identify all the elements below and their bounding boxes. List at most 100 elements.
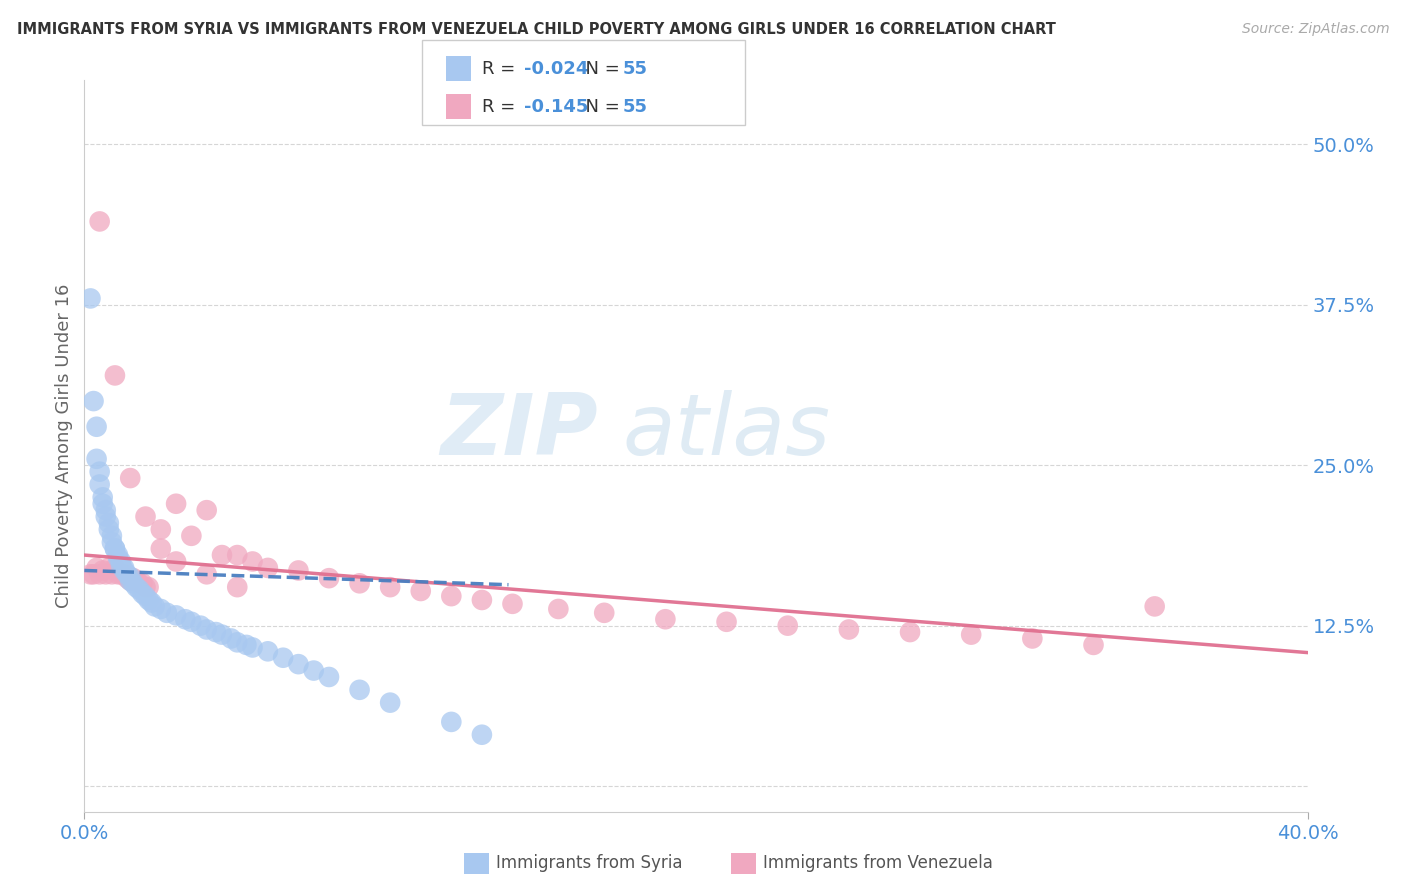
Point bbox=[86, 561, 108, 575]
Point bbox=[1143, 599, 1166, 614]
Point bbox=[211, 548, 233, 562]
Text: 55: 55 bbox=[623, 98, 648, 116]
Point bbox=[302, 664, 325, 678]
Point bbox=[271, 650, 294, 665]
Point bbox=[94, 509, 117, 524]
Point bbox=[471, 593, 494, 607]
Point bbox=[91, 564, 114, 578]
Point bbox=[79, 292, 101, 306]
Point bbox=[104, 368, 127, 383]
Point bbox=[257, 561, 280, 575]
Point bbox=[91, 491, 114, 505]
Point bbox=[138, 580, 160, 594]
Point bbox=[165, 554, 187, 568]
Point bbox=[257, 644, 280, 658]
Point bbox=[94, 503, 117, 517]
Point bbox=[547, 602, 569, 616]
Point bbox=[135, 589, 157, 603]
Point bbox=[180, 615, 202, 629]
Point bbox=[380, 580, 402, 594]
Point bbox=[110, 554, 132, 568]
Point bbox=[91, 497, 114, 511]
Point bbox=[219, 632, 242, 646]
Point bbox=[180, 529, 202, 543]
Point bbox=[195, 567, 218, 582]
Point bbox=[135, 580, 157, 594]
Point bbox=[89, 477, 111, 491]
Point bbox=[110, 567, 132, 582]
Text: Immigrants from Syria: Immigrants from Syria bbox=[496, 855, 683, 872]
Point bbox=[104, 561, 127, 575]
Point bbox=[149, 602, 172, 616]
Point bbox=[107, 550, 129, 565]
Point bbox=[101, 535, 124, 549]
Point bbox=[83, 567, 105, 582]
Point bbox=[440, 589, 463, 603]
Point bbox=[89, 465, 111, 479]
Point bbox=[165, 608, 187, 623]
Point bbox=[79, 567, 101, 582]
Point bbox=[318, 571, 340, 585]
Point bbox=[898, 625, 921, 640]
Text: -0.024: -0.024 bbox=[524, 60, 589, 78]
Text: Immigrants from Venezuela: Immigrants from Venezuela bbox=[763, 855, 993, 872]
Point bbox=[1021, 632, 1043, 646]
Point bbox=[97, 561, 120, 575]
Point bbox=[776, 618, 799, 632]
Point bbox=[128, 576, 150, 591]
Point bbox=[125, 574, 148, 588]
Point bbox=[716, 615, 738, 629]
Point bbox=[94, 567, 117, 582]
Point bbox=[226, 580, 249, 594]
Point bbox=[195, 503, 218, 517]
Point bbox=[101, 567, 124, 582]
Point bbox=[122, 571, 145, 585]
Point bbox=[156, 606, 179, 620]
Point bbox=[654, 612, 676, 626]
Text: R =: R = bbox=[482, 60, 522, 78]
Point bbox=[205, 625, 228, 640]
Point bbox=[349, 576, 371, 591]
Point bbox=[211, 627, 233, 641]
Point bbox=[107, 567, 129, 582]
Point bbox=[112, 561, 135, 575]
Point bbox=[120, 574, 142, 588]
Point bbox=[122, 576, 145, 591]
Point bbox=[318, 670, 340, 684]
Point bbox=[226, 548, 249, 562]
Point bbox=[86, 451, 108, 466]
Text: R =: R = bbox=[482, 98, 522, 116]
Point bbox=[380, 696, 402, 710]
Point bbox=[143, 599, 166, 614]
Point bbox=[86, 419, 108, 434]
Point bbox=[190, 618, 212, 632]
Point bbox=[287, 657, 309, 672]
Point bbox=[120, 471, 142, 485]
Point bbox=[83, 394, 105, 409]
Point bbox=[120, 570, 142, 584]
Point bbox=[104, 541, 127, 556]
Point bbox=[135, 509, 157, 524]
Point bbox=[149, 523, 172, 537]
Point bbox=[440, 714, 463, 729]
Text: IMMIGRANTS FROM SYRIA VS IMMIGRANTS FROM VENEZUELA CHILD POVERTY AMONG GIRLS UND: IMMIGRANTS FROM SYRIA VS IMMIGRANTS FROM… bbox=[17, 22, 1056, 37]
Point bbox=[960, 627, 983, 641]
Point bbox=[115, 567, 138, 582]
Point bbox=[593, 606, 616, 620]
Point bbox=[195, 623, 218, 637]
Point bbox=[131, 586, 153, 600]
Point bbox=[235, 638, 257, 652]
Point bbox=[128, 582, 150, 597]
Point bbox=[349, 682, 371, 697]
Y-axis label: Child Poverty Among Girls Under 16: Child Poverty Among Girls Under 16 bbox=[55, 284, 73, 608]
Point bbox=[97, 516, 120, 530]
Point bbox=[89, 214, 111, 228]
Text: 55: 55 bbox=[623, 60, 648, 78]
Point bbox=[112, 567, 135, 582]
Point bbox=[115, 571, 138, 585]
Text: -0.145: -0.145 bbox=[524, 98, 589, 116]
Point bbox=[838, 623, 860, 637]
Text: N =: N = bbox=[574, 98, 626, 116]
Point bbox=[107, 548, 129, 562]
Point bbox=[89, 567, 111, 582]
